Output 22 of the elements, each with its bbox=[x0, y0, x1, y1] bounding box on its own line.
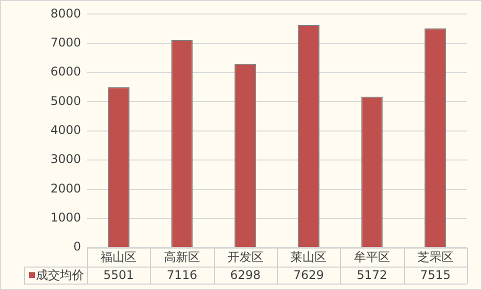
y-tick-label: 2000 bbox=[50, 181, 81, 196]
x-tick-label: 牟平区 bbox=[354, 250, 390, 264]
x-tick-label: 芝罘区 bbox=[417, 250, 454, 264]
y-tick-label: 6000 bbox=[50, 64, 81, 79]
x-tick-label: 福山区 bbox=[100, 250, 137, 264]
y-tick-label: 4000 bbox=[50, 123, 81, 138]
x-tick-label: 高新区 bbox=[164, 250, 200, 264]
y-tick-label: 1000 bbox=[50, 210, 81, 225]
data-label: 7515 bbox=[420, 268, 451, 282]
y-tick-label: 0 bbox=[73, 240, 81, 254]
y-tick-label: 8000 bbox=[50, 6, 81, 20]
data-label: 7629 bbox=[293, 268, 324, 282]
y-tick-label: 5000 bbox=[50, 94, 81, 108]
x-tick-label: 开发区 bbox=[227, 250, 264, 264]
data-label: 7116 bbox=[166, 268, 198, 282]
data-label: 5172 bbox=[356, 268, 388, 282]
legend-label: 成交均价 bbox=[36, 268, 84, 282]
data-label: 6298 bbox=[230, 268, 261, 282]
x-tick-label: 莱山区 bbox=[290, 250, 327, 264]
y-tick-label: 7000 bbox=[50, 36, 81, 50]
y-tick-label: 3000 bbox=[50, 152, 81, 166]
data-label: 5501 bbox=[103, 268, 134, 282]
